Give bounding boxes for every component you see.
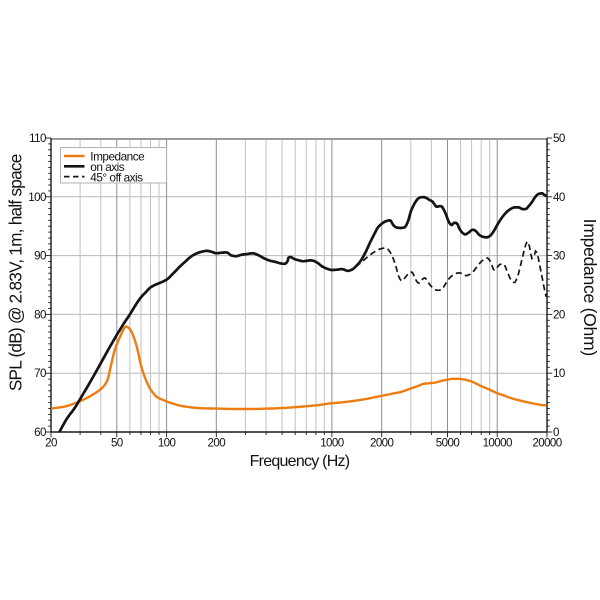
svg-text:Impedance (Ohm): Impedance (Ohm): [580, 219, 600, 356]
svg-text:Impedance: Impedance: [90, 150, 145, 164]
svg-text:SPL (dB) @ 2.83V, 1m, half spa: SPL (dB) @ 2.83V, 1m, half space: [6, 154, 26, 391]
svg-text:30: 30: [553, 250, 565, 263]
svg-text:110: 110: [29, 132, 46, 145]
svg-text:200: 200: [208, 437, 226, 450]
svg-text:2000: 2000: [370, 437, 394, 450]
svg-text:60: 60: [34, 426, 46, 439]
svg-text:100: 100: [28, 191, 46, 204]
svg-text:10: 10: [553, 367, 565, 380]
svg-text:50: 50: [553, 132, 565, 145]
svg-text:5000: 5000: [436, 437, 460, 450]
svg-text:50: 50: [111, 437, 123, 450]
svg-text:10000: 10000: [483, 437, 512, 450]
svg-text:20000: 20000: [532, 437, 561, 450]
svg-text:80: 80: [34, 308, 46, 321]
svg-text:45° off axis: 45° off axis: [90, 170, 143, 184]
svg-text:90: 90: [34, 250, 46, 263]
svg-text:20: 20: [553, 308, 565, 321]
svg-text:on axis: on axis: [90, 160, 124, 174]
svg-text:70: 70: [34, 367, 46, 380]
svg-text:1000: 1000: [320, 437, 344, 450]
svg-text:40: 40: [553, 191, 565, 204]
svg-text:Frequency (Hz): Frequency (Hz): [250, 453, 350, 470]
svg-text:0: 0: [553, 426, 559, 439]
svg-text:100: 100: [158, 437, 176, 450]
svg-text:20: 20: [45, 437, 57, 450]
